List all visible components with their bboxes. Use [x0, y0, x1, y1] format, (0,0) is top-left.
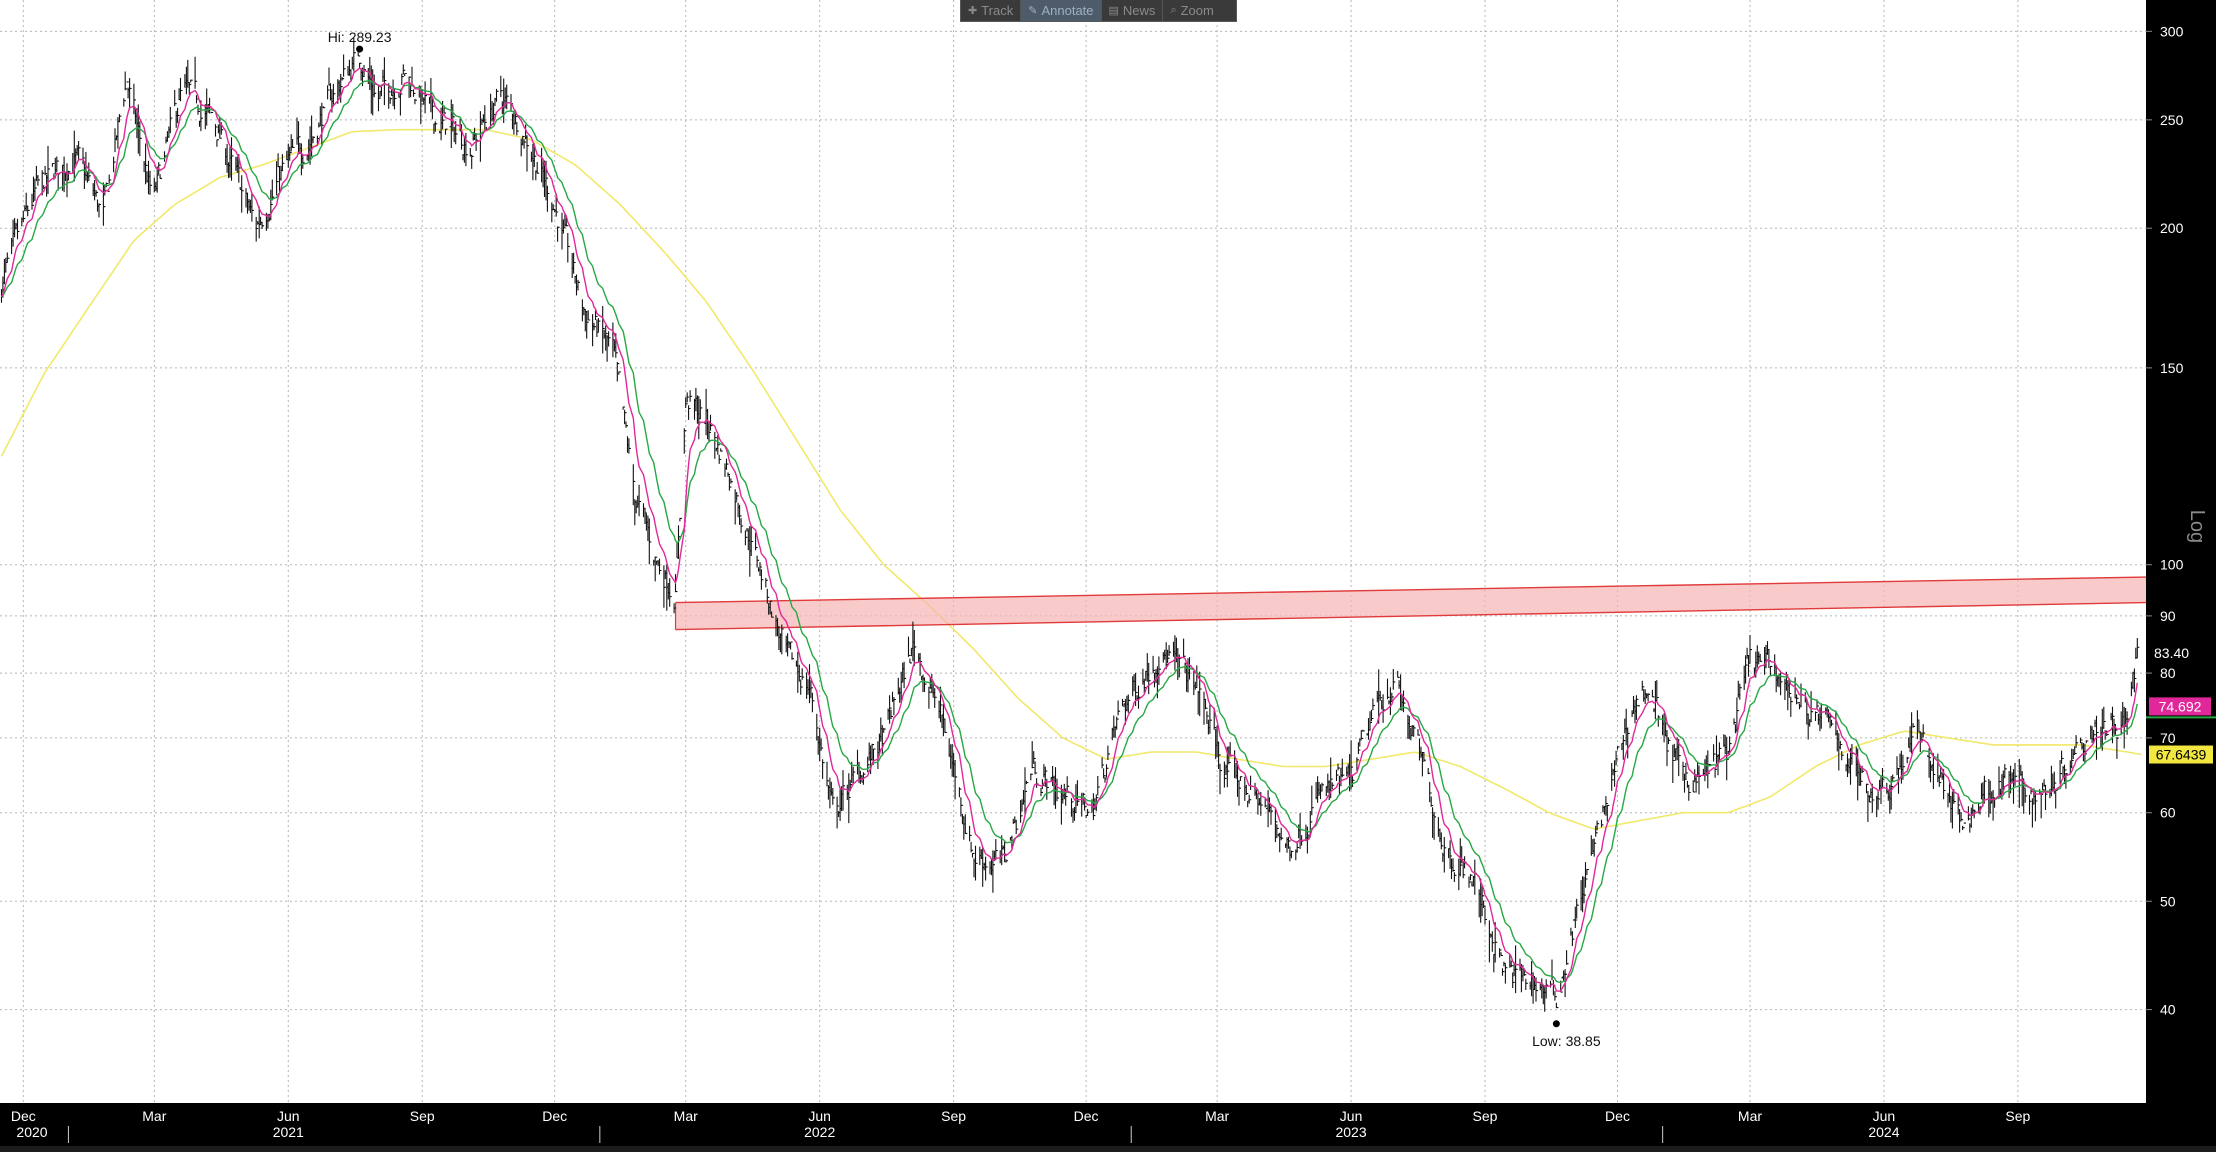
high-marker	[356, 45, 364, 53]
x-year-label: 2024	[1868, 1124, 1899, 1140]
x-month-label: Dec	[542, 1108, 567, 1124]
ma-long-line	[0, 128, 2142, 830]
track-label: Track	[981, 3, 1014, 18]
low-label: Low: 38.85	[1532, 1033, 1601, 1049]
x-month-label: Dec	[1605, 1108, 1630, 1124]
y-tick-label: 70	[2160, 730, 2176, 746]
ma-short-line	[0, 67, 2138, 992]
chart-toolbar: ✚ Track ✎ Annotate ▤ News ⌕ Zoom	[960, 0, 1237, 22]
track-button[interactable]: ✚ Track	[961, 0, 1022, 21]
x-month-label: Jun	[277, 1108, 300, 1124]
x-month-label: Sep	[1473, 1108, 1498, 1124]
pencil-icon: ✎	[1028, 5, 1038, 17]
ma-long-value: 67.6439	[2156, 747, 2207, 763]
x-month-label: Dec	[1074, 1108, 1099, 1124]
news-label: News	[1122, 3, 1156, 18]
ma-long-badge	[2149, 745, 2213, 764]
x-axis-panel	[0, 1103, 2216, 1152]
low-marker	[1552, 1020, 1560, 1028]
annotate-button[interactable]: ✎ Annotate	[1021, 0, 1102, 21]
x-month-label: Jun	[1340, 1108, 1363, 1124]
zoom-label: Zoom	[1180, 3, 1214, 18]
zoom-button[interactable]: ⌕ Zoom	[1163, 0, 1220, 21]
x-month-label: Mar	[674, 1108, 698, 1124]
news-icon: ▤	[1108, 5, 1119, 17]
y-tick-label: 250	[2160, 112, 2184, 128]
x-year-label: 2022	[804, 1124, 835, 1140]
x-month-label: Jun	[808, 1108, 831, 1124]
x-month-label: Mar	[142, 1108, 166, 1124]
ma-short-value: 74.692	[2159, 698, 2202, 714]
x-month-label: Sep	[410, 1108, 435, 1124]
y-tick-label: 200	[2160, 220, 2184, 236]
x-year-label: 2023	[1335, 1124, 1366, 1140]
channel-bottom-line	[675, 601, 2147, 631]
x-year-label: 2020	[16, 1124, 47, 1140]
x-month-label: Sep	[2005, 1108, 2030, 1124]
y-tick-label: 150	[2160, 360, 2184, 376]
x-month-label: Dec	[11, 1108, 36, 1124]
y-axis-panel	[2146, 0, 2216, 1152]
magnifier-icon: ⌕	[1170, 4, 1177, 16]
y-tick-label: 90	[2160, 608, 2176, 624]
high-label: Hi: 289.23	[328, 29, 392, 45]
x-month-label: Jun	[1873, 1108, 1896, 1124]
news-button[interactable]: ▤ News	[1102, 0, 1164, 21]
annotate-label: Annotate	[1041, 3, 1094, 18]
ma-short-badge	[2149, 697, 2211, 716]
x-month-label: Mar	[1738, 1108, 1762, 1124]
y-tick-label: 80	[2160, 665, 2176, 681]
x-month-label: Mar	[1205, 1108, 1229, 1124]
y-tick-label: 300	[2160, 23, 2184, 39]
log-scale-label: Log	[2186, 510, 2208, 543]
last-price-label: 83.40	[2154, 645, 2189, 661]
x-year-label: 2021	[273, 1124, 304, 1140]
crosshair-icon: ✚	[968, 5, 978, 17]
channel-top-line	[675, 576, 2147, 604]
y-tick-label: 100	[2160, 557, 2184, 573]
y-tick-label: 50	[2160, 893, 2176, 909]
x-month-label: Sep	[941, 1108, 966, 1124]
resistance-channel	[675, 577, 2146, 630]
y-tick-label: 60	[2160, 805, 2176, 821]
x-axis-footer	[0, 1146, 2216, 1152]
y-tick-label: 40	[2160, 1002, 2176, 1018]
